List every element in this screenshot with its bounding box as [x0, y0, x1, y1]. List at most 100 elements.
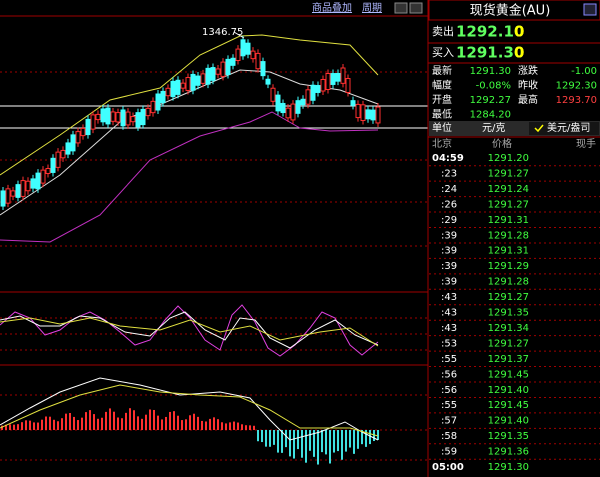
candle-body: [375, 106, 381, 124]
candle-body: [275, 94, 281, 112]
tick-time: :39: [441, 230, 457, 241]
dea-line: [0, 384, 379, 437]
tick-time: 05:00: [432, 462, 464, 473]
candle-body: [85, 118, 91, 136]
candle-body: [295, 100, 301, 114]
candle-body: [15, 184, 21, 198]
candle-body: [60, 149, 66, 159]
candle-body: [140, 108, 146, 126]
stat-label: 涨跌: [518, 64, 538, 77]
candle-body: [50, 157, 56, 173]
candle-body: [245, 42, 251, 55]
candle-body: [90, 114, 96, 130]
quote-volume: 0: [514, 44, 524, 62]
candle-body: [355, 103, 361, 119]
tick-price: 1291.36: [488, 447, 529, 458]
candle-body: [75, 131, 81, 144]
tick-time: :57: [441, 416, 457, 427]
tick-price: 1291.35: [488, 308, 529, 319]
candle-body: [125, 111, 131, 126]
tick-time: :55: [441, 400, 457, 411]
candle-body: [20, 180, 26, 197]
candle-body: [150, 100, 156, 114]
period-button[interactable]: 周期: [362, 2, 382, 14]
stat-label: 最低: [432, 108, 452, 121]
candle-body: [230, 57, 236, 66]
candle-body: [260, 61, 266, 77]
overlay-button[interactable]: 商品叠加: [312, 1, 352, 14]
candle-body: [110, 111, 116, 122]
tick-header: 价格: [492, 137, 512, 150]
unit-cny: 元/克: [482, 122, 505, 134]
grid: [0, 71, 428, 461]
tick-price: 1291.29: [488, 261, 529, 272]
candle-body: [365, 109, 371, 120]
tick-price: 1291.27: [488, 292, 529, 303]
stat-value: 1292.27: [470, 95, 511, 106]
candle-body: [120, 109, 126, 127]
candle-body: [250, 50, 256, 60]
candle-body: [310, 84, 316, 101]
candle-body: [280, 102, 286, 114]
candle-body: [325, 73, 331, 90]
j-line: [0, 317, 379, 347]
tick-time: 04:59: [432, 153, 464, 164]
zoom-button[interactable]: [394, 2, 408, 14]
candle-body: [100, 108, 106, 123]
candle-body: [65, 142, 71, 155]
tick-time: :39: [441, 246, 457, 257]
tick-time: :43: [441, 308, 457, 319]
stat-value: -0.08%: [476, 81, 511, 92]
lower-band: [0, 111, 379, 243]
candle-body: [0, 190, 6, 207]
stat-value: 1291.30: [470, 66, 511, 77]
candle-body: [115, 112, 121, 123]
candle-body: [145, 107, 151, 117]
macd-histogram: [1, 408, 379, 465]
tick-price: 1291.27: [488, 338, 529, 349]
quote-volume: 0: [514, 23, 524, 41]
candle-body: [155, 93, 161, 111]
quote-price: 1292.10: [456, 23, 524, 41]
candle-body: [360, 104, 366, 122]
tick-price: 1291.31: [488, 215, 529, 226]
candle-body: [35, 172, 41, 190]
candle-body: [210, 67, 216, 81]
tick-time: :39: [441, 261, 457, 272]
candle-body: [265, 78, 271, 85]
stat-label: 最新: [432, 64, 452, 77]
candle-body: [70, 134, 76, 152]
candle-body: [135, 112, 141, 128]
candle-body: [30, 178, 36, 189]
menu-button[interactable]: [583, 3, 597, 16]
stat-value: 1293.70: [556, 95, 597, 106]
tick-price: 1291.28: [488, 230, 529, 241]
candle-body: [350, 100, 356, 106]
candle-body: [185, 77, 191, 91]
tick-price: 1291.28: [488, 277, 529, 288]
tick-price: 1291.34: [488, 323, 529, 334]
candle-body: [95, 113, 101, 121]
candle-body: [80, 127, 86, 137]
candle-body: [315, 85, 321, 93]
tick-time: :29: [441, 215, 457, 226]
tick-time: :56: [441, 385, 457, 396]
quote-label: 卖出: [432, 24, 454, 38]
candle-body: [45, 168, 51, 174]
title-bar: [428, 0, 600, 21]
candle-body: [335, 72, 341, 82]
candle-body: [270, 87, 276, 102]
candle-body: [215, 68, 221, 75]
stat-value: -1.00: [571, 66, 597, 77]
zoom-button[interactable]: [409, 2, 423, 14]
upper-band: [0, 34, 379, 176]
candle-body: [180, 82, 186, 89]
candle-body: [240, 39, 246, 57]
tick-time: :23: [441, 168, 457, 179]
peak-pointer: [233, 31, 245, 39]
candle-body: [345, 78, 351, 93]
candle-body: [200, 73, 206, 84]
tick-time: :24: [441, 184, 457, 195]
stat-value: 1284.20: [470, 110, 511, 121]
candle-body: [165, 87, 171, 97]
